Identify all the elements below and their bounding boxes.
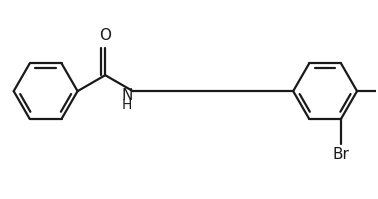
Text: N: N [121, 88, 133, 103]
Text: O: O [99, 28, 111, 43]
Text: H: H [122, 98, 132, 112]
Text: Br: Br [333, 147, 350, 162]
